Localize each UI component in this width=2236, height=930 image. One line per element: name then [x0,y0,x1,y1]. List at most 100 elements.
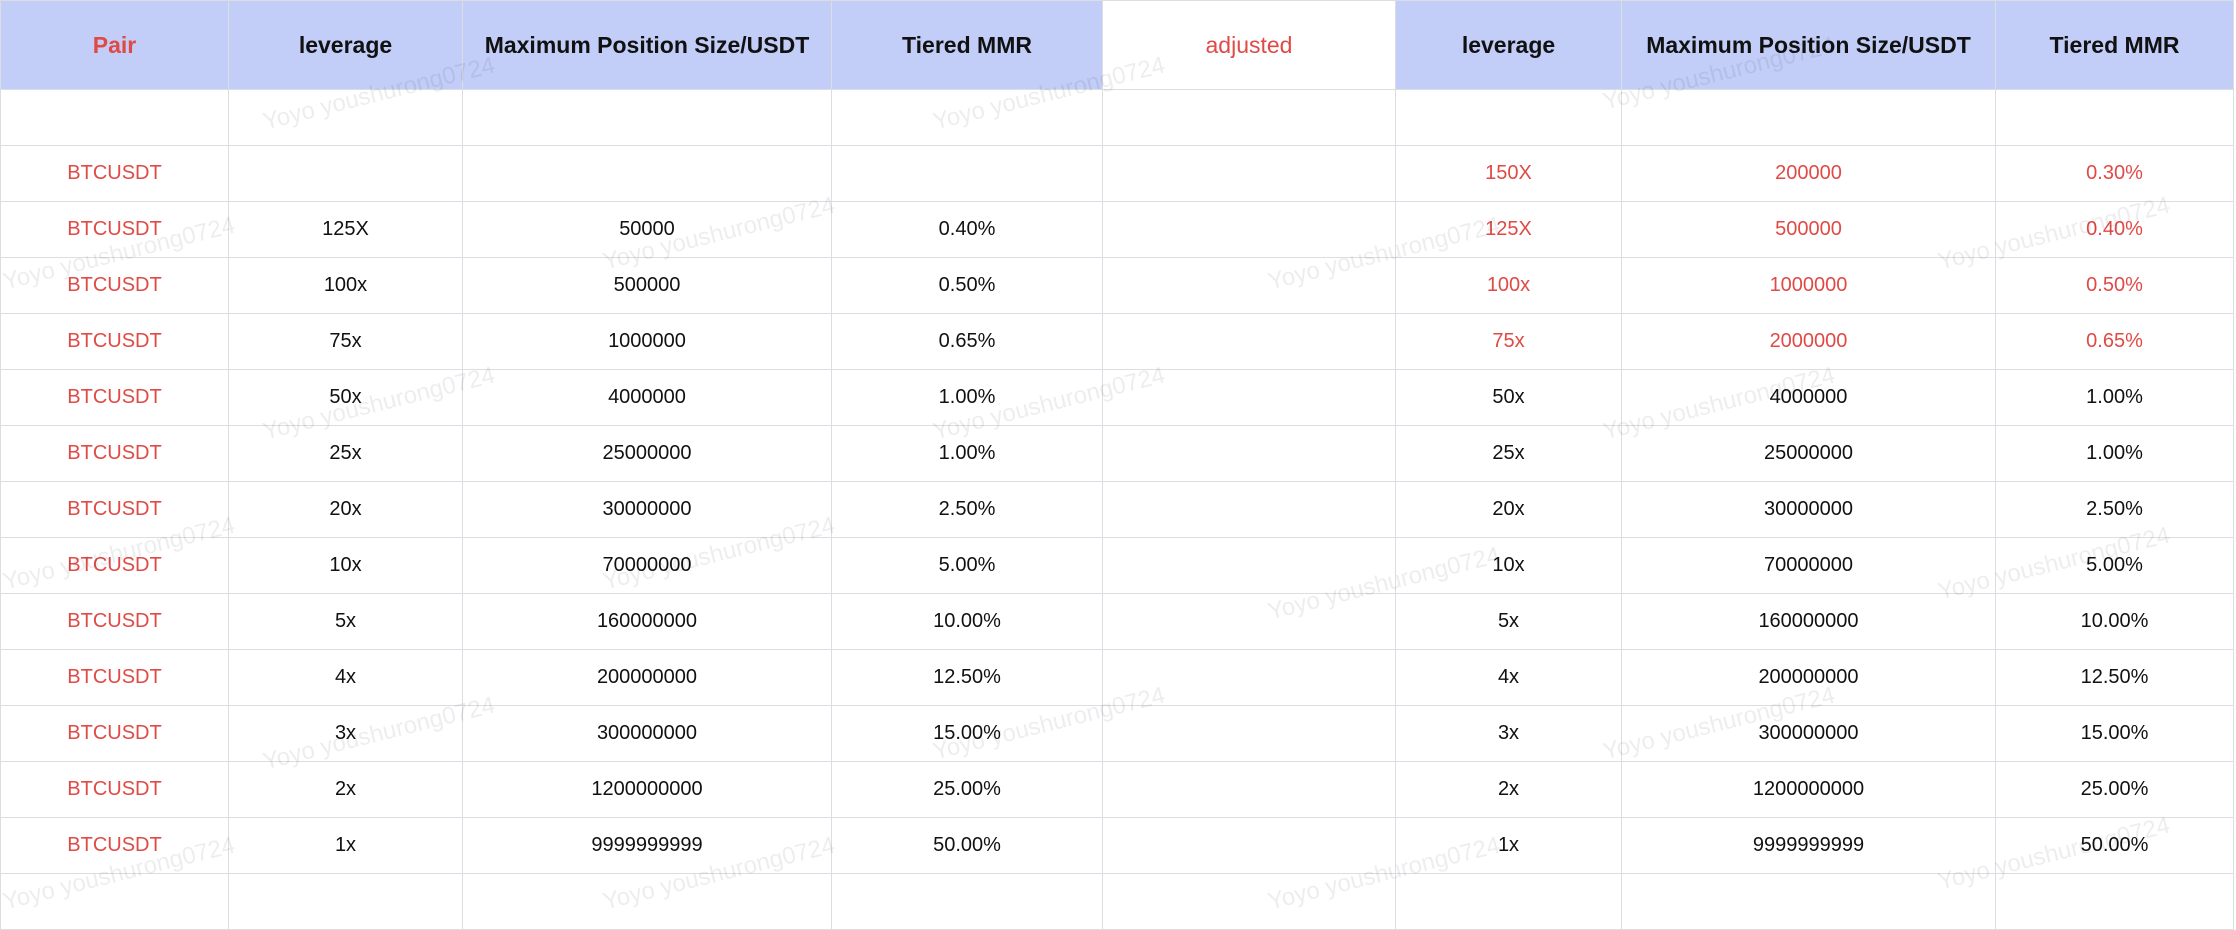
table-cell: BTCUSDT [0,257,229,314]
table-cell: 1.00% [831,369,1103,426]
table-row: BTCUSDT 10x 70000000 5.00% 10x 70000000 5.00% [0,537,2234,594]
table-row [0,873,2234,930]
table-cell: BTCUSDT [0,761,229,818]
table-cell: 50.00% [831,817,1103,874]
table-cell: 3x [1395,705,1622,762]
table-cell: 0.65% [831,313,1103,370]
table-cell: 4x [1395,649,1622,706]
table-cell: 9999999999 [1621,817,1996,874]
table-cell: BTCUSDT [0,705,229,762]
table-cell: 4000000 [1621,369,1996,426]
table-cell: 100x [1395,257,1622,314]
table-cell: 160000000 [1621,593,1996,650]
empty-cell [1102,201,1396,258]
empty-cell [1102,761,1396,818]
table-cell: BTCUSDT [0,369,229,426]
empty-cell [1995,89,2234,146]
empty-cell [1102,817,1396,874]
empty-cell [462,145,832,202]
table-cell: 1.00% [1995,369,2234,426]
table-cell: 70000000 [1621,537,1996,594]
empty-cell [1395,873,1622,930]
table-cell: 2x [228,761,463,818]
table-cell: 1200000000 [1621,761,1996,818]
table-cell: 500000 [1621,201,1996,258]
table-cell: 12.50% [831,649,1103,706]
table-cell: 300000000 [1621,705,1996,762]
table-cell: BTCUSDT [0,145,229,202]
empty-cell [1995,873,2234,930]
header-cell: Tiered MMR [1995,0,2234,90]
table-row: BTCUSDT 5x 160000000 10.00% 5x 160000000 10.00… [0,593,2234,650]
table-cell: 2.50% [831,481,1103,538]
table-cell: 5.00% [1995,537,2234,594]
table-cell: 30000000 [462,481,832,538]
table-cell: 1.00% [1995,425,2234,482]
table-cell: 0.50% [1995,257,2234,314]
table-cell: 4x [228,649,463,706]
table-cell: 1000000 [462,313,832,370]
empty-cell [228,145,463,202]
empty-cell [1102,369,1396,426]
table-cell: 160000000 [462,593,832,650]
table-cell: 12.50% [1995,649,2234,706]
table-cell: BTCUSDT [0,313,229,370]
table-cell: 75x [228,313,463,370]
table-row: BTCUSDT 125X 50000 0.40% 125X 500000 0.40% [0,201,2234,258]
table-cell: 15.00% [831,705,1103,762]
table-cell: 1x [228,817,463,874]
table-row: BTCUSDT 1x 9999999999 50.00% 1x 9999999999 50.… [0,817,2234,874]
table-row: BTCUSDT 150X 200000 0.30% [0,145,2234,202]
table-cell: 25000000 [1621,425,1996,482]
empty-cell [1102,537,1396,594]
table-cell: BTCUSDT [0,649,229,706]
table-cell: 3x [228,705,463,762]
table-cell: 0.50% [831,257,1103,314]
table-row: BTCUSDT 75x 1000000 0.65% 75x 2000000 0.65% [0,313,2234,370]
table-cell: 15.00% [1995,705,2234,762]
table-row: BTCUSDT 100x 500000 0.50% 100x 1000000 0.50% [0,257,2234,314]
empty-cell [1102,313,1396,370]
table-cell: 50x [1395,369,1622,426]
empty-cell [1102,257,1396,314]
empty-cell [1395,89,1622,146]
table-cell: BTCUSDT [0,593,229,650]
table-cell: 500000 [462,257,832,314]
table-cell: BTCUSDT [0,817,229,874]
header-cell: Tiered MMR [831,0,1103,90]
header-cell: adjusted [1102,0,1396,90]
table-row: BTCUSDT 25x 25000000 1.00% 25x 25000000 1.00% [0,425,2234,482]
table-cell: 25.00% [831,761,1103,818]
table-cell: 4000000 [462,369,832,426]
header-cell: leverage [1395,0,1622,90]
table-cell: 1000000 [1621,257,1996,314]
table-body: BTCUSDT 150X 200000 0.30% BTCUSDT 125X 50000 0.… [0,89,2234,930]
empty-cell [1102,705,1396,762]
table-cell: 1200000000 [462,761,832,818]
table-cell: 10.00% [1995,593,2234,650]
empty-cell [1102,873,1396,930]
empty-cell [0,89,229,146]
empty-cell [1102,89,1396,146]
table-cell: 1.00% [831,425,1103,482]
table-cell: BTCUSDT [0,425,229,482]
table-cell: 100x [228,257,463,314]
table-cell: 10.00% [831,593,1103,650]
table-cell: 25000000 [462,425,832,482]
empty-cell [1102,425,1396,482]
empty-cell [831,145,1103,202]
table-cell: 20x [1395,481,1622,538]
table-row: BTCUSDT 20x 30000000 2.50% 20x 30000000 2.50% [0,481,2234,538]
table-cell: 2x [1395,761,1622,818]
table-cell: 70000000 [462,537,832,594]
table-cell: 20x [228,481,463,538]
table-cell: 25x [1395,425,1622,482]
table-cell: 300000000 [462,705,832,762]
table-cell: 25x [228,425,463,482]
empty-cell [1102,145,1396,202]
table-row [0,89,2234,146]
table-cell: 5.00% [831,537,1103,594]
table-cell: 1x [1395,817,1622,874]
